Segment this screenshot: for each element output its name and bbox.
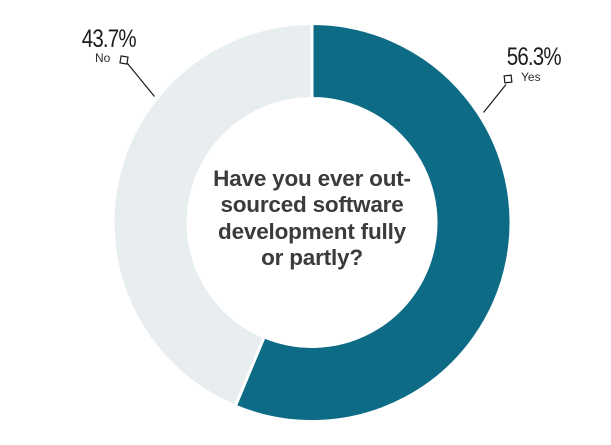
slice-yes [233, 22, 513, 423]
no-category-label: No [95, 51, 111, 65]
chart-question: Have you ever out- sourced software deve… [213, 166, 411, 270]
yes-category-label: Yes [521, 70, 541, 84]
callout-marker-yes [503, 74, 513, 84]
yes-percentage-label: 56.3% [506, 43, 562, 71]
donut-slices [111, 22, 513, 423]
callout-line-no [127, 63, 155, 97]
slice-no [111, 22, 314, 408]
callouts [119, 55, 513, 113]
no-percentage-label: 43.7% [81, 25, 137, 53]
callout-marker-no [119, 55, 129, 65]
callout-line-yes [483, 84, 507, 113]
